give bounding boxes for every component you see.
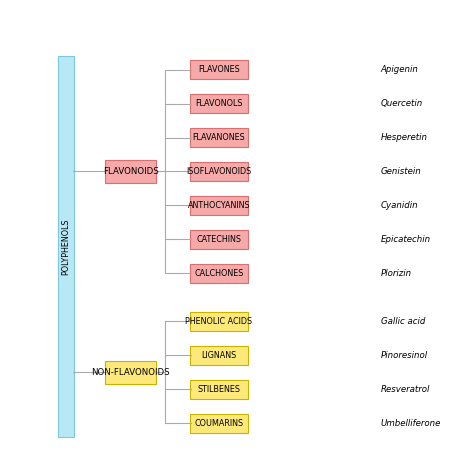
FancyBboxPatch shape <box>190 60 248 79</box>
Text: Gallic acid: Gallic acid <box>381 317 425 326</box>
Text: PHENOLIC ACIDS: PHENOLIC ACIDS <box>185 317 253 326</box>
Text: CATECHINS: CATECHINS <box>197 235 242 244</box>
FancyBboxPatch shape <box>190 162 248 181</box>
Text: Genistein: Genistein <box>381 167 421 176</box>
FancyBboxPatch shape <box>190 414 248 433</box>
Text: FLAVONES: FLAVONES <box>198 65 240 74</box>
Text: FLAVONOLS: FLAVONOLS <box>195 99 243 108</box>
Text: FLAVONOIDS: FLAVONOIDS <box>103 167 159 176</box>
FancyBboxPatch shape <box>190 196 248 215</box>
Text: ISOFLAVONOIDS: ISOFLAVONOIDS <box>186 167 252 176</box>
FancyBboxPatch shape <box>190 230 248 249</box>
FancyBboxPatch shape <box>105 361 156 384</box>
Text: Resveratrol: Resveratrol <box>381 385 430 394</box>
Text: POLYPHENOLS: POLYPHENOLS <box>61 218 70 275</box>
Text: Quercetin: Quercetin <box>381 99 423 108</box>
Text: COUMARINS: COUMARINS <box>194 419 244 428</box>
FancyBboxPatch shape <box>190 128 248 147</box>
Text: Apigenin: Apigenin <box>381 65 419 74</box>
Text: Pinoresinol: Pinoresinol <box>381 351 428 360</box>
Text: NON-FLAVONOIDS: NON-FLAVONOIDS <box>91 368 170 377</box>
Text: Umbelliferone: Umbelliferone <box>381 419 441 428</box>
Text: Cyanidin: Cyanidin <box>381 201 419 210</box>
Text: LIGNANS: LIGNANS <box>201 351 237 360</box>
Text: CALCHONES: CALCHONES <box>194 269 244 278</box>
FancyBboxPatch shape <box>190 380 248 399</box>
FancyBboxPatch shape <box>190 94 248 113</box>
Text: Plorizin: Plorizin <box>381 269 412 278</box>
Text: FLAVANONES: FLAVANONES <box>192 133 246 142</box>
Text: STILBENES: STILBENES <box>198 385 240 394</box>
Text: Hesperetin: Hesperetin <box>381 133 428 142</box>
Text: ANTHOCYANINS: ANTHOCYANINS <box>188 201 250 210</box>
FancyBboxPatch shape <box>105 160 156 183</box>
Text: Epicatechin: Epicatechin <box>381 235 431 244</box>
FancyBboxPatch shape <box>190 346 248 365</box>
FancyBboxPatch shape <box>190 264 248 283</box>
FancyBboxPatch shape <box>190 312 248 331</box>
FancyBboxPatch shape <box>58 56 73 437</box>
